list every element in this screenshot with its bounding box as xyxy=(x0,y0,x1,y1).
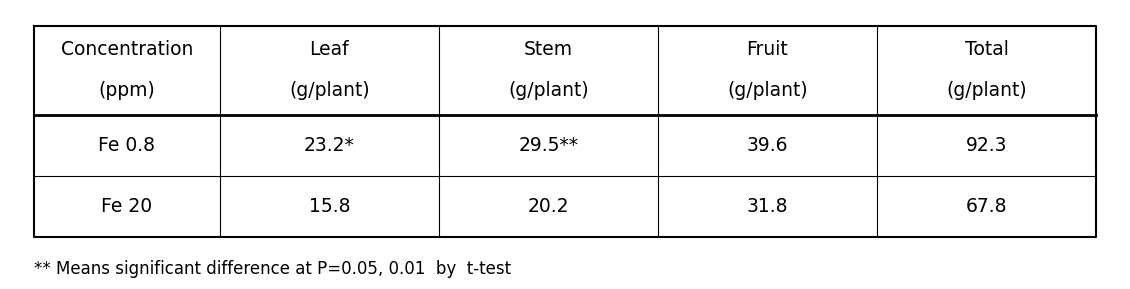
Text: (g/plant): (g/plant) xyxy=(289,81,370,100)
Text: 67.8: 67.8 xyxy=(966,197,1007,216)
Text: Fe 0.8: Fe 0.8 xyxy=(98,136,155,155)
Text: Concentration: Concentration xyxy=(61,40,193,60)
Text: 92.3: 92.3 xyxy=(966,136,1007,155)
Text: Fe 20: Fe 20 xyxy=(102,197,153,216)
Text: 39.6: 39.6 xyxy=(747,136,789,155)
Text: 15.8: 15.8 xyxy=(308,197,350,216)
Text: ** Means significant difference at P=0.05, 0.01  by  t-test: ** Means significant difference at P=0.0… xyxy=(34,260,511,278)
Text: 31.8: 31.8 xyxy=(747,197,789,216)
Text: (g/plant): (g/plant) xyxy=(728,81,808,100)
Text: Total: Total xyxy=(965,40,1008,60)
Text: 29.5**: 29.5** xyxy=(519,136,579,155)
Text: Leaf: Leaf xyxy=(310,40,349,60)
Text: Stem: Stem xyxy=(524,40,573,60)
Text: Fruit: Fruit xyxy=(747,40,789,60)
Text: 20.2: 20.2 xyxy=(528,197,570,216)
Text: (g/plant): (g/plant) xyxy=(508,81,589,100)
Text: 23.2*: 23.2* xyxy=(304,136,355,155)
Text: (ppm): (ppm) xyxy=(98,81,155,100)
Text: (g/plant): (g/plant) xyxy=(946,81,1027,100)
